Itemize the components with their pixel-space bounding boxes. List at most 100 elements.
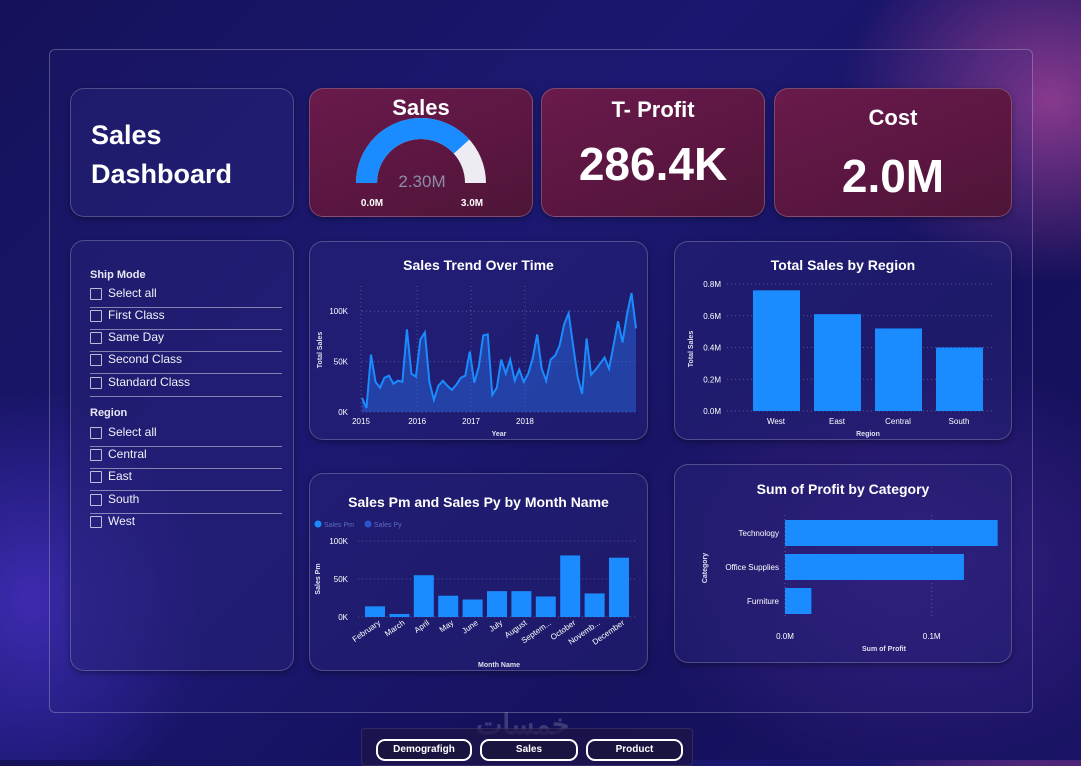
slicer-item-standard-class[interactable]: Standard Class xyxy=(90,374,282,397)
checkbox[interactable] xyxy=(90,427,102,439)
y-tick-label: 0.0M xyxy=(703,407,721,416)
y-tick-label: 0.8M xyxy=(703,280,721,289)
sales-kpi-card[interactable]: Sales 2.30M 0.0M 3.0M xyxy=(309,88,533,217)
x-tick-label: June xyxy=(460,618,480,636)
gauge-fill xyxy=(356,118,470,183)
y-tick-label: Technology xyxy=(739,529,779,538)
profit-kpi-value: 286.4K xyxy=(578,138,728,190)
slicer-panel: Ship Mode Select all First Class Same Da… xyxy=(70,240,294,671)
slicer-item-east[interactable]: East xyxy=(90,468,282,491)
slicer-item-region-select-all[interactable]: Select all xyxy=(90,424,282,447)
region-bar xyxy=(753,290,800,411)
y-axis-title: Total Sales xyxy=(688,331,695,368)
x-tick-label: Central xyxy=(885,417,911,426)
category-bar xyxy=(785,588,812,614)
slicer-item-first-class[interactable]: First Class xyxy=(90,307,282,330)
checkbox[interactable] xyxy=(90,494,102,506)
gauge-value: 2.30M xyxy=(398,172,445,191)
x-tick-label: July xyxy=(487,618,504,634)
category-chart-title: Sum of Profit by Category xyxy=(756,481,930,497)
x-tick-label: March xyxy=(383,618,406,638)
cost-kpi-value: 2.0M xyxy=(841,150,945,202)
nav-button-demografigh[interactable]: Demografigh xyxy=(376,739,472,761)
slicer-item-ship-select-all[interactable]: Select all xyxy=(90,285,282,308)
gauge-max: 3.0M xyxy=(461,198,483,209)
category-bar xyxy=(785,554,964,580)
x-tick-label: 2017 xyxy=(462,417,480,426)
region-sales-card[interactable]: Total Sales by Region 0.0M 0.2M 0.4M 0.6M 0.… xyxy=(674,241,1012,440)
y-tick-label: 0.4M xyxy=(703,344,721,353)
x-tick-label: 0.0M xyxy=(776,632,794,641)
month-bar xyxy=(438,595,459,617)
cost-kpi-label: Cost xyxy=(868,105,918,130)
y-tick-label: Office Supplies xyxy=(725,563,779,572)
title-card: Sales Dashboard xyxy=(70,88,294,217)
legend-marker-sales-py xyxy=(364,520,372,528)
nav-button-product[interactable]: Product xyxy=(586,739,683,761)
checkbox[interactable] xyxy=(90,377,102,389)
category-profit-card[interactable]: Sum of Profit by Category 0.0M 0.1M Techno… xyxy=(674,464,1012,663)
x-tick-label: April xyxy=(413,618,431,635)
x-tick-label: West xyxy=(767,417,786,426)
y-tick-label: 0K xyxy=(338,613,348,622)
page-navigator: Demografigh Sales Product xyxy=(361,728,693,766)
legend-label-sales-pm: Sales Pm xyxy=(324,522,354,529)
month-bar xyxy=(365,606,385,617)
ship-mode-slicer-title: Ship Mode xyxy=(90,269,146,281)
x-tick-label: May xyxy=(438,618,456,634)
region-chart: 0.0M 0.2M 0.4M 0.6M 0.8M West East Central South… xyxy=(688,280,995,438)
dashboard-title-line1: Sales xyxy=(91,120,162,150)
y-tick-label: 0.6M xyxy=(703,312,721,321)
month-chart: 0K 50K 100K Sales Pm Sales Py February March Ap… xyxy=(314,520,636,669)
cost-kpi-card[interactable]: Cost 2.0M xyxy=(774,88,1012,217)
y-axis-title: Total Sales xyxy=(317,332,324,369)
x-tick-label: 0.1M xyxy=(923,632,941,641)
slicer-item-west[interactable]: West xyxy=(90,513,282,535)
checkbox[interactable] xyxy=(90,471,102,483)
sales-trend-card[interactable]: Sales Trend Over Time 0K 50K 100K 2015 2016 2… xyxy=(309,241,648,440)
month-bar xyxy=(560,555,581,617)
trend-area xyxy=(362,293,636,412)
y-tick-label: 50K xyxy=(334,575,349,584)
category-bar xyxy=(785,520,998,546)
category-chart: 0.0M 0.1M Technology Office Supplies Furnitu… xyxy=(702,515,998,653)
y-tick-label: 0.2M xyxy=(703,375,721,384)
y-axis-title: Category xyxy=(702,553,709,583)
month-sales-card[interactable]: Sales Pm and Sales Py by Month Name 0K 50… xyxy=(309,473,648,671)
month-bar xyxy=(511,591,532,617)
checkbox[interactable] xyxy=(90,332,102,344)
month-bar xyxy=(609,557,629,617)
region-chart-title: Total Sales by Region xyxy=(770,257,916,273)
month-chart-title: Sales Pm and Sales Py by Month Name xyxy=(348,494,609,510)
nav-button-sales[interactable]: Sales xyxy=(480,739,578,761)
month-bar xyxy=(584,593,605,617)
x-axis-title: Year xyxy=(492,431,507,438)
profit-kpi-label: T- Profit xyxy=(611,97,695,122)
checkbox[interactable] xyxy=(90,449,102,461)
y-tick-label: 100K xyxy=(329,307,348,316)
month-bar xyxy=(389,613,410,617)
region-bar xyxy=(814,314,861,411)
profit-kpi-card[interactable]: T- Profit 286.4K xyxy=(541,88,765,217)
checkbox[interactable] xyxy=(90,310,102,322)
trend-chart: 0K 50K 100K 2015 2016 2017 2018 Year Total Sales xyxy=(317,286,637,438)
y-tick-label: 0K xyxy=(338,408,348,417)
y-axis-title: Sales Pm xyxy=(315,563,322,594)
sales-kpi-label: Sales xyxy=(392,95,450,120)
slicer-item-central[interactable]: Central xyxy=(90,446,282,469)
x-tick-label: South xyxy=(949,417,970,426)
checkbox[interactable] xyxy=(90,354,102,366)
slicer-item-same-day[interactable]: Same Day xyxy=(90,329,282,352)
checkbox[interactable] xyxy=(90,516,102,528)
slicer-item-south[interactable]: South xyxy=(90,491,282,514)
legend-label-sales-py: Sales Py xyxy=(374,522,402,529)
x-axis-title: Sum of Profit xyxy=(862,646,907,653)
x-tick-label: East xyxy=(829,417,846,426)
y-tick-label: 100K xyxy=(329,537,348,546)
x-tick-label: February xyxy=(351,618,382,644)
gauge-min: 0.0M xyxy=(361,198,383,209)
slicer-item-second-class[interactable]: Second Class xyxy=(90,351,282,374)
region-bar xyxy=(936,347,983,411)
checkbox[interactable] xyxy=(90,288,102,300)
dashboard-title-line2: Dashboard xyxy=(91,159,233,189)
